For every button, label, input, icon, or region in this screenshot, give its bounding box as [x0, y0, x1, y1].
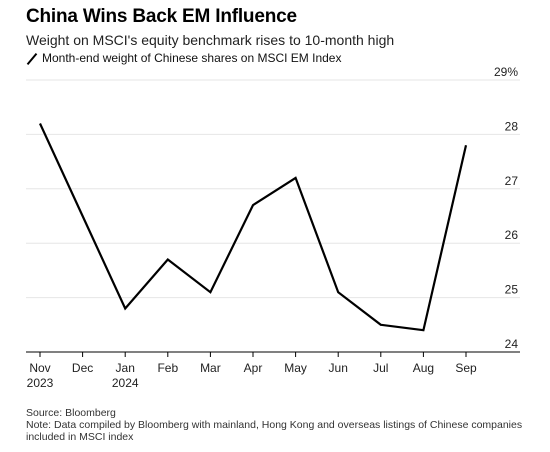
chart-title: China Wins Back EM Influence — [26, 6, 297, 27]
x-tick-label: Nov — [29, 361, 50, 375]
note-text: Note: Data compiled by Bloomberg with ma… — [26, 419, 523, 443]
y-tick-labels: 24 25 26 27 28 29% — [494, 65, 518, 351]
x-tick-label: May — [284, 361, 307, 375]
y-tick-label: 29% — [494, 65, 518, 79]
y-tick-label: 28 — [505, 119, 519, 133]
x-tick-label: Jun — [329, 361, 348, 375]
y-tick-label: 25 — [505, 283, 519, 297]
y-tick-label: 27 — [505, 174, 519, 188]
chart-subtitle: Weight on MSCI's equity benchmark rises … — [26, 32, 395, 48]
legend-label: Month-end weight of Chinese shares on MS… — [42, 51, 342, 65]
x-tick-label: Feb — [157, 361, 178, 375]
source-text: Source: Bloomberg — [26, 407, 116, 419]
x-tick-label: Apr — [244, 361, 263, 375]
x-tick-label: Sep — [455, 361, 477, 375]
x-tick-label: Mar — [200, 361, 221, 375]
x-year-label: 2024 — [112, 376, 139, 390]
y-tick-label: 24 — [505, 337, 519, 351]
x-tick-label: Jul — [373, 361, 388, 375]
y-tick-label: 26 — [505, 228, 519, 242]
series-line — [39, 123, 468, 332]
x-tick-label: Dec — [72, 361, 93, 375]
x-tick-label: Aug — [413, 361, 434, 375]
footer: Source: Bloomberg Note: Data compiled by… — [26, 407, 536, 443]
x-year-label: 2023 — [27, 376, 54, 390]
legend: Month-end weight of Chinese shares on MS… — [26, 51, 341, 65]
x-tick-label: Jan — [116, 361, 135, 375]
grid-lines — [26, 79, 520, 299]
